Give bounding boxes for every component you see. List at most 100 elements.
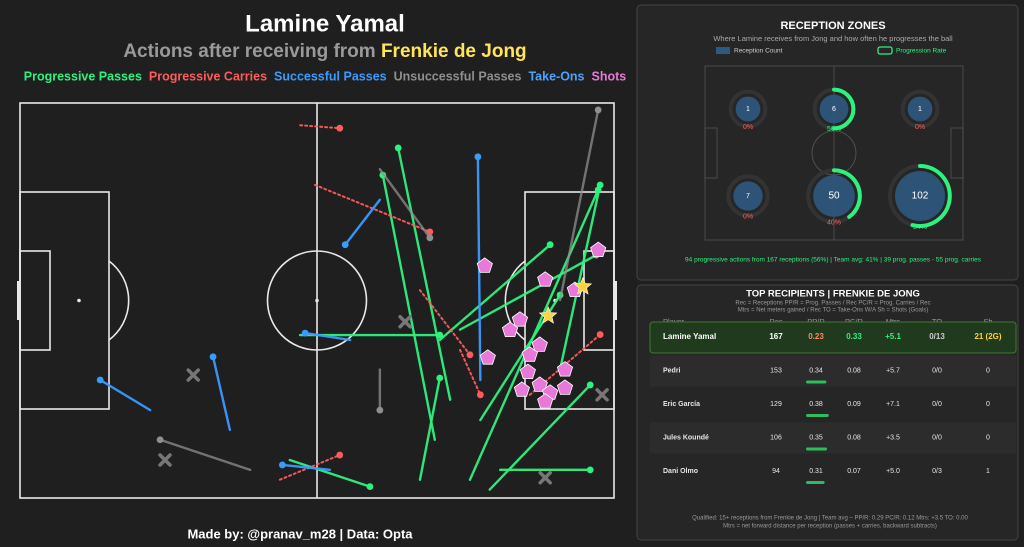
- mini-box: [950, 127, 964, 179]
- action: [376, 368, 384, 414]
- action: [394, 144, 452, 401]
- action-end: [474, 153, 482, 161]
- action-line: [378, 167, 432, 239]
- pp-bar: [806, 447, 827, 451]
- penalty-arc: [504, 260, 526, 341]
- action-line: [211, 355, 232, 432]
- action-end: [336, 124, 344, 132]
- action: [418, 374, 444, 481]
- action-line: [438, 243, 552, 342]
- column-header: PP/R: [807, 317, 825, 326]
- zones: 1 0% 6 50% 1 0% 7 0% 50 40% 102 54%: [726, 87, 952, 231]
- take-on: [158, 453, 172, 467]
- cell: 153: [770, 367, 782, 374]
- action-line: [344, 198, 382, 246]
- zone-rate-label: 54%: [913, 224, 927, 231]
- zones-summary: 94 progressive actions from 167 receptio…: [685, 257, 982, 264]
- cell: +5.7: [886, 367, 900, 374]
- cell: 106: [770, 434, 782, 441]
- legend-swatch: [877, 46, 893, 55]
- action: [459, 348, 484, 399]
- action-line: [288, 458, 372, 488]
- action-line: [458, 253, 598, 331]
- action-end: [156, 436, 164, 444]
- goal: [614, 281, 617, 320]
- pp-bar: [806, 380, 827, 384]
- shot: [556, 379, 574, 395]
- cell: Eric García: [663, 401, 700, 408]
- action-line: [418, 376, 441, 481]
- take-on: [186, 368, 200, 382]
- action-line: [459, 348, 482, 396]
- center-circle: [266, 250, 368, 351]
- action-end: [436, 374, 444, 382]
- cell: 0.35: [809, 434, 823, 441]
- shot: [531, 376, 548, 392]
- legend-item: Progressive Passes: [24, 69, 142, 83]
- action-end: [586, 381, 594, 389]
- cell: +3.5: [886, 434, 900, 441]
- subtitle-prefix: Actions after receiving from: [123, 41, 381, 62]
- goal: [573, 276, 593, 295]
- action-end: [394, 144, 402, 152]
- zone-rate-label: 0%: [743, 124, 753, 131]
- zones-title: RECEPTION ZONES: [780, 20, 885, 32]
- cell: 129: [770, 401, 782, 408]
- shot: [521, 346, 538, 362]
- pp-bar: [806, 414, 829, 417]
- zone-ring: [900, 89, 940, 129]
- mini-center-circle: [811, 130, 857, 176]
- shot: [531, 336, 548, 352]
- zone-count-label: 102: [912, 191, 929, 202]
- cell: 0/13: [929, 332, 945, 341]
- action: [498, 466, 594, 474]
- shot: [537, 393, 554, 409]
- penalty-arc: [108, 260, 130, 341]
- zone-ring: [726, 174, 770, 218]
- action-end: [209, 353, 217, 361]
- goal: [17, 281, 20, 320]
- zone-rate-label: 50%: [827, 126, 841, 133]
- take-on: [538, 471, 552, 485]
- legend: Progressive Passes Progressive Carries Suc…: [24, 69, 627, 83]
- zone-rate-arc: [832, 87, 856, 131]
- zone-rate-label: 0%: [915, 124, 925, 131]
- action: [438, 241, 554, 342]
- cell: 0.38: [809, 401, 823, 408]
- legend-item: Shots: [592, 69, 627, 83]
- row-highlight: [649, 321, 1017, 354]
- action-end: [376, 406, 384, 414]
- action-end: [96, 376, 104, 384]
- legend-label: Progression Rate: [896, 48, 947, 55]
- shot: [556, 361, 574, 377]
- legend-swatch: [716, 47, 730, 54]
- footer: Made by: @pranav_m28 | Data: Opta: [187, 526, 413, 541]
- shot: [511, 311, 529, 327]
- action-end: [594, 106, 602, 114]
- shot: [479, 349, 496, 365]
- subtitle: Actions after receiving from Frenkie de …: [123, 41, 526, 62]
- penalty-spot: [77, 298, 81, 303]
- shot: [537, 271, 554, 287]
- legend-item: Successful Passes: [274, 69, 387, 83]
- table-title: TOP RECIPIENTS | FRENKIE DE JONG: [746, 289, 920, 300]
- action-line: [281, 463, 332, 472]
- action: [299, 124, 344, 132]
- table: Player Rec PP/R PC/R Mtrs TO Sh Lamine Yamal 167…: [649, 317, 1017, 484]
- shot: [519, 363, 536, 380]
- action-end: [546, 241, 554, 249]
- action-end: [596, 331, 604, 338]
- column-header: Sh: [983, 317, 992, 326]
- cell: 1: [986, 468, 990, 475]
- cell: 0.09: [847, 401, 861, 408]
- column-header: PC/R: [845, 317, 864, 326]
- cell: 0: [986, 367, 990, 374]
- table-footer: Qualified: 15+ receptions from Frenkie d…: [692, 516, 968, 522]
- action-end: [341, 241, 349, 249]
- take-on: [398, 314, 412, 329]
- zone-count: [895, 171, 945, 221]
- table-note: Rec = Receptions PP/R = Prog. Passes / R…: [735, 301, 930, 307]
- action-line: [488, 383, 592, 491]
- action: [418, 289, 474, 359]
